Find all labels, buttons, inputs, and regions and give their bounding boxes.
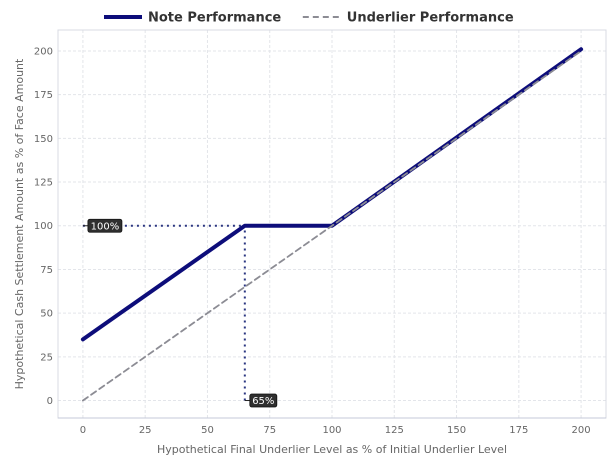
x-tick-label: 150	[447, 425, 466, 436]
legend-item: Underlier Performance	[302, 11, 514, 26]
x-tick-label: 75	[263, 425, 276, 436]
guide-lines	[82, 224, 246, 401]
x-tick-label: 50	[201, 425, 214, 436]
annotation: 100%	[82, 218, 123, 233]
x-tick-label: 125	[385, 425, 404, 436]
underlier-performance-line	[82, 50, 582, 402]
annotation-box	[87, 218, 123, 233]
annotation-box	[249, 393, 278, 408]
y-tick-label: 25	[40, 352, 53, 363]
plot-frame	[57, 29, 607, 419]
annotation-label: 65%	[252, 396, 274, 407]
x-tick-label: 200	[572, 425, 591, 436]
y-tick-label: 100	[34, 221, 53, 232]
y-tick-label: 175	[34, 90, 53, 101]
legend-item: Note Performance	[104, 11, 281, 26]
legend-label: Underlier Performance	[347, 11, 514, 26]
y-tick-label: 200	[34, 46, 53, 57]
note-performance-line	[80, 47, 584, 342]
x-axis-title: Hypothetical Final Underlier Level as % …	[157, 443, 507, 456]
annotations: 100% 65%	[82, 218, 278, 408]
y-tick-label: 75	[40, 265, 53, 276]
x-tick-label: 100	[322, 425, 341, 436]
tick-labels: 0 25 50 75 100 125 150 175 200 0 25 50 75 100 125 150 17…	[34, 46, 591, 436]
series	[80, 47, 584, 402]
annotation-label: 100%	[91, 221, 120, 232]
legend: Note Performance Underlier Performance	[104, 11, 514, 26]
y-tick-label: 0	[47, 396, 53, 407]
y-tick-label: 125	[34, 178, 53, 189]
legend-label: Note Performance	[148, 11, 281, 26]
y-axis-title: Hypothetical Cash Settlement Amount as %…	[13, 58, 26, 389]
annotation: 65%	[244, 393, 278, 408]
y-tick-label: 50	[40, 309, 53, 320]
x-tick-label: 175	[509, 425, 528, 436]
y-tick-label: 150	[34, 134, 53, 145]
x-tick-label: 25	[139, 425, 152, 436]
x-tick-label: 0	[80, 425, 86, 436]
